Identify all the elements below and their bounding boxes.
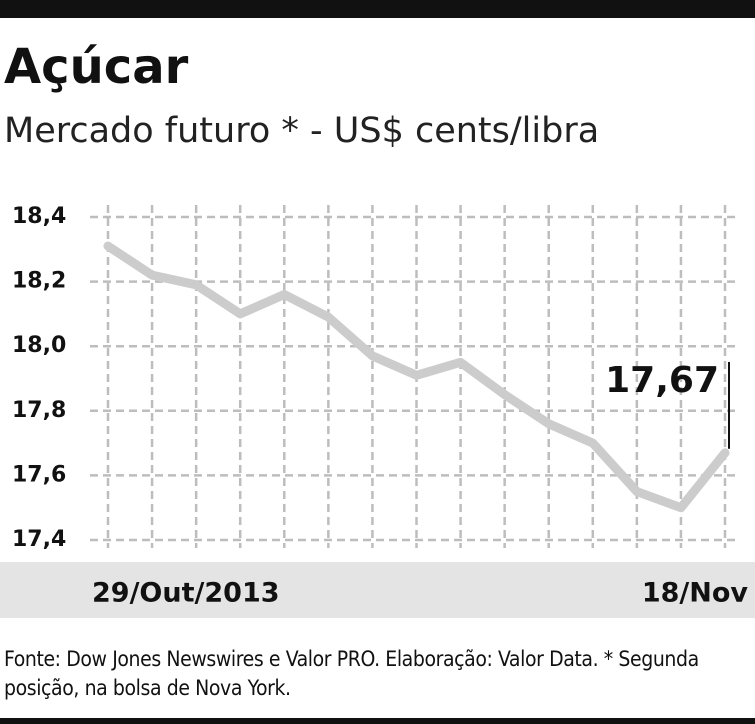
top-bar xyxy=(0,0,755,18)
x-tick-label: 18/Nov xyxy=(642,578,749,609)
value-label: 17,67 xyxy=(605,360,719,401)
data-line xyxy=(103,241,730,513)
y-tick-label: 18,0 xyxy=(12,333,66,358)
x-tick-label: 29/Out/2013 xyxy=(92,578,280,609)
y-tick-label: 18,4 xyxy=(12,204,66,229)
y-tick-label: 18,2 xyxy=(12,269,66,294)
chart-subtitle: Mercado futuro * - US$ cents/libra xyxy=(4,111,599,151)
x-axis-band xyxy=(0,562,755,618)
y-tick-label: 17,6 xyxy=(12,462,66,487)
bottom-bar xyxy=(0,718,755,724)
y-tick-label: 17,8 xyxy=(12,398,66,423)
chart-title: Açúcar xyxy=(4,39,189,95)
source-note: Fonte: Dow Jones Newswires e Valor PRO. … xyxy=(4,647,699,700)
y-tick-label: 17,4 xyxy=(12,527,66,552)
